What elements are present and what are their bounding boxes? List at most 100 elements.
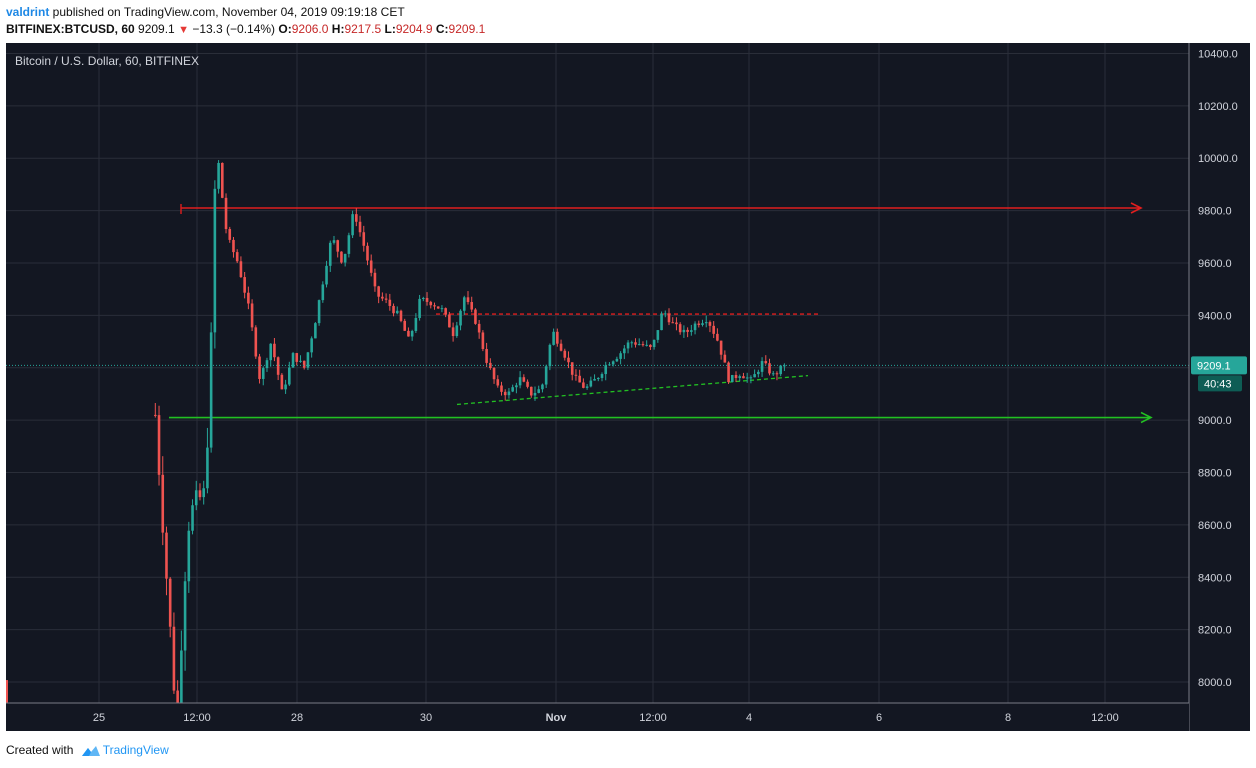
candle-body <box>619 353 622 359</box>
candle-body <box>291 353 295 368</box>
time-tick-label: 30 <box>420 712 432 724</box>
candle-body <box>221 162 224 198</box>
candle-body <box>693 323 697 331</box>
candle-body <box>213 188 217 333</box>
drawings[interactable] <box>169 202 1153 424</box>
candle-body <box>269 343 273 361</box>
candle-body <box>760 361 764 372</box>
candle-body <box>652 339 656 348</box>
candle-body <box>243 277 246 293</box>
candle-body <box>310 338 313 353</box>
author-link[interactable]: valdrint <box>6 5 50 19</box>
candle-body <box>611 361 615 365</box>
candle-body <box>656 330 660 340</box>
candle-body <box>667 313 671 323</box>
candle-body <box>537 389 541 393</box>
candle-body <box>276 357 280 375</box>
last-price: 9209.1 <box>138 22 175 36</box>
candle-body <box>154 414 157 416</box>
candle-body <box>574 374 578 376</box>
candle-body <box>663 313 667 315</box>
candle-body <box>563 350 567 358</box>
candle-body <box>604 365 608 375</box>
symbol-info: BITFINEX:BTCUSD, 60 9209.1 ▼ −13.3 (−0.1… <box>6 22 485 36</box>
countdown-badge <box>1198 375 1242 392</box>
candle-body <box>168 578 172 627</box>
candle-body <box>369 260 373 273</box>
candle-body <box>325 265 328 285</box>
tradingview-brand-link[interactable]: TradingView <box>102 743 169 757</box>
created-with-label: Created with <box>6 743 74 757</box>
candle-body <box>373 272 377 287</box>
candle-body <box>381 296 384 299</box>
close-value: 9209.1 <box>448 22 486 36</box>
candle-body <box>745 377 749 379</box>
candle-body <box>395 310 399 314</box>
tradingview-logo-icon <box>81 746 100 757</box>
candle-body <box>183 581 187 651</box>
candle-body <box>366 245 369 261</box>
chart-title: Bitcoin / U.S. Dollar, 60, BITFINEX <box>15 54 199 68</box>
candle-body <box>444 308 447 315</box>
ray-arrow-icon <box>1130 202 1143 214</box>
candle-body <box>414 317 418 331</box>
price-tick-label: 9400.0 <box>1198 310 1232 322</box>
publish-info: valdrint published on TradingView.com, N… <box>6 5 405 19</box>
candle-body <box>704 322 708 324</box>
candle-body <box>187 530 191 582</box>
candle-body <box>340 251 343 263</box>
candle-body <box>623 348 626 354</box>
candle-body <box>507 391 511 396</box>
candle-body <box>548 344 552 367</box>
candle-body <box>239 261 243 278</box>
price-tick-label: 9800.0 <box>1198 206 1232 218</box>
candle-body <box>165 532 168 579</box>
candle-body <box>496 379 500 386</box>
candle-body <box>299 360 302 362</box>
candle-body <box>492 368 496 380</box>
price-tick-label: 9000.0 <box>1198 415 1232 427</box>
candle-body <box>459 310 462 326</box>
time-axis-background <box>6 703 1189 731</box>
candle-body <box>481 332 485 349</box>
price-tick-label: 10200.0 <box>1198 101 1238 113</box>
candle-body <box>544 366 548 385</box>
chart-canvas[interactable]: 8000.08200.08400.08600.08800.09000.09200… <box>6 43 1250 731</box>
candle-body <box>708 322 712 326</box>
high-value: 9217.5 <box>344 22 382 36</box>
candle-body <box>682 329 686 333</box>
price-chart[interactable]: 8000.08200.08400.08600.08800.09000.09200… <box>6 43 1250 731</box>
chart-background <box>6 43 1250 731</box>
high-label: H: <box>331 22 345 36</box>
candle-body <box>518 377 522 386</box>
countdown-label: 40:43 <box>1204 378 1232 390</box>
candle-body <box>157 415 161 475</box>
time-tick-label: 12:00 <box>183 712 211 724</box>
candle-body <box>384 298 388 300</box>
candle-body <box>593 379 596 381</box>
candle-body <box>254 327 258 357</box>
candle-body <box>228 229 232 240</box>
candle-body <box>649 344 652 348</box>
candle-body <box>418 298 421 318</box>
candle-body <box>533 392 537 396</box>
time-tick-label: 8 <box>1005 712 1011 724</box>
candle-body <box>433 305 436 307</box>
candle-body <box>556 331 559 344</box>
candle-body <box>522 377 526 382</box>
candle-body <box>429 301 433 306</box>
candle-body <box>407 330 410 337</box>
candle-body <box>589 380 593 387</box>
low-value: 9204.9 <box>395 22 433 36</box>
time-tick-label: 25 <box>93 712 105 724</box>
candle-body <box>477 323 481 333</box>
candle-body <box>194 490 198 506</box>
candle-body <box>273 343 276 358</box>
candle-body <box>6 680 8 705</box>
symbol: BITFINEX:BTCUSD, 60 <box>6 22 135 36</box>
candle-body <box>280 374 284 390</box>
candle-body <box>529 386 533 396</box>
price-tick-label: 8600.0 <box>1198 520 1232 532</box>
time-tick-label: 28 <box>291 712 303 724</box>
candle-body <box>541 384 544 390</box>
